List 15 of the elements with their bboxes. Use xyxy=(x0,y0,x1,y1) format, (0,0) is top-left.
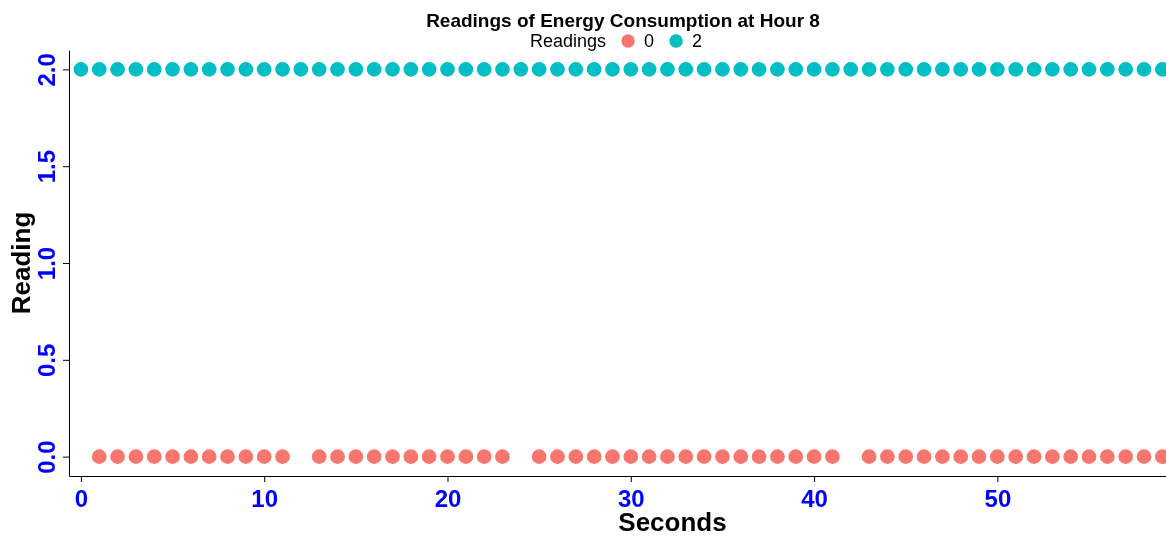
legend-label: 0 xyxy=(644,31,655,51)
chart-title: Readings of Energy Consumption at Hour 8 xyxy=(426,10,820,31)
legend-label: 2 xyxy=(692,31,703,51)
y-tick-label: 0.0 xyxy=(33,440,61,474)
y-tick-label: 2.0 xyxy=(33,53,61,87)
y-axis-title: Reading xyxy=(6,211,36,315)
x-tick-label: 50 xyxy=(984,484,1012,512)
y-tick-label: 0.5 xyxy=(33,343,61,378)
y-tick-label: 1.0 xyxy=(33,246,61,281)
legend-title: Readings xyxy=(530,31,607,51)
x-tick-label: 0 xyxy=(74,484,89,512)
x-tick-label: 10 xyxy=(251,484,279,512)
x-tick-label: 40 xyxy=(801,484,828,512)
y-tick-label: 1.5 xyxy=(33,149,61,184)
x-tick-label: 20 xyxy=(434,484,462,512)
